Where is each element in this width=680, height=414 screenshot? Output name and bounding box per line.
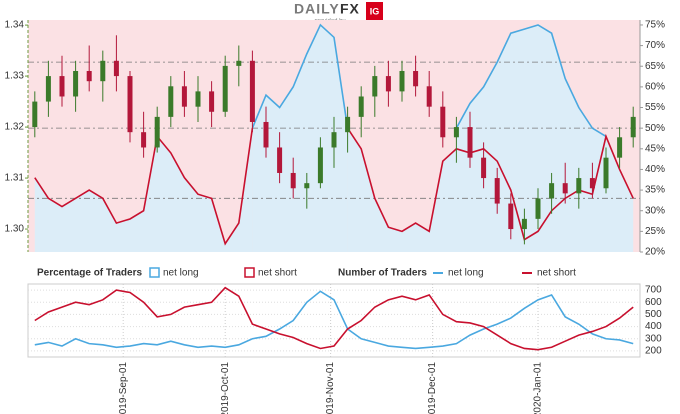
area-fill — [34, 128, 253, 252]
panel-frame — [27, 283, 641, 358]
y2-tick-label: 45% — [645, 143, 665, 154]
candle-body — [73, 70, 79, 97]
candle-body — [181, 86, 187, 107]
line — [34, 286, 634, 351]
candle-body — [317, 147, 323, 184]
legend-title: Number of Traders — [338, 268, 427, 279]
line — [455, 24, 607, 138]
x-tick-label: 2019-Oct-01 — [220, 362, 231, 414]
y-tick-label: 200 — [645, 346, 662, 357]
y2-tick-label: 70% — [645, 40, 665, 51]
y-tick-label: 1.31 — [5, 173, 25, 184]
y2-tick-label: 55% — [645, 102, 665, 113]
y-tick-label: 400 — [645, 321, 662, 332]
candle-body — [290, 172, 296, 189]
ig-logo — [366, 2, 383, 20]
y-tick-label: 700 — [645, 285, 662, 296]
candle-body — [127, 76, 133, 133]
candle-body — [154, 116, 160, 148]
legend-label: net short — [258, 268, 297, 279]
candle-body — [576, 178, 582, 194]
y-tick-label: 1.33 — [5, 71, 25, 82]
candle-body — [222, 65, 228, 112]
candle-body — [589, 178, 595, 189]
y2-tick-label: 25% — [645, 226, 665, 237]
legend-title: Percentage of Traders — [37, 268, 142, 279]
candle-body — [603, 157, 609, 189]
y2-tick-label: 30% — [645, 205, 665, 216]
y2-tick-label: 20% — [645, 247, 665, 258]
brand: FX — [340, 1, 360, 17]
y2-tick-label: 50% — [645, 123, 665, 134]
candle-body — [358, 96, 364, 117]
candle-body — [372, 76, 378, 97]
y-tick-label: 1.34 — [5, 20, 25, 31]
candle-body — [413, 70, 419, 87]
candle-body — [399, 70, 405, 92]
candle-body — [141, 132, 147, 148]
line — [346, 127, 634, 241]
candle-body — [426, 86, 432, 107]
y-tick-label: 300 — [645, 333, 662, 344]
candle-body — [236, 60, 242, 66]
y-tick-label: 600 — [645, 297, 662, 308]
y-tick-label: 500 — [645, 309, 662, 320]
candle-body — [494, 178, 500, 204]
candle-body — [195, 91, 201, 107]
candle-body — [481, 157, 487, 179]
price-panel: 1.30 1.31 1.32 1.33 1.34 20% 25% 30% 35% 40% 45% 50… — [5, 20, 666, 258]
y2-tick-label: 65% — [645, 61, 665, 72]
candle-body — [45, 76, 51, 102]
candle-body — [113, 60, 119, 77]
candle-body — [617, 137, 623, 158]
candle-body — [562, 183, 568, 194]
candle-body — [385, 76, 391, 92]
candle-body — [59, 76, 65, 97]
candle-body — [535, 198, 541, 219]
candle-body — [168, 86, 174, 117]
candle-body — [331, 132, 337, 148]
legend-label: net long — [448, 268, 484, 279]
candle-body — [345, 116, 351, 133]
y-tick-label: 1.32 — [5, 122, 25, 133]
y-tick-label: 1.30 — [5, 224, 25, 235]
line — [34, 290, 634, 350]
legend-swatch — [244, 267, 255, 278]
candle-body — [630, 116, 636, 138]
y2-tick-label: 60% — [645, 82, 665, 93]
candle-body — [86, 70, 92, 82]
x-tick-label: 2020-Jan-01 — [533, 362, 544, 414]
candle-body — [549, 183, 555, 199]
brand: DAILY — [294, 1, 340, 17]
candle-body — [440, 106, 446, 138]
candle-body — [467, 127, 473, 158]
y2-tick-label: 40% — [645, 164, 665, 175]
candle-body — [508, 203, 514, 230]
candle-body — [304, 183, 310, 189]
x-tick-label: 2019-Nov-01 — [325, 362, 336, 414]
legend-swatch — [149, 267, 160, 278]
candle-body — [209, 91, 215, 112]
y2-tick-label: 35% — [645, 185, 665, 196]
candle-body — [32, 101, 38, 128]
areas — [34, 24, 634, 253]
candle-body — [453, 127, 459, 138]
legend-label: net long — [163, 268, 199, 279]
line — [34, 128, 254, 246]
x-tick-label: 2019-Dec-01 — [427, 362, 438, 414]
line — [251, 23, 349, 129]
x-tick-label: 2019-Sep-01 — [118, 362, 129, 414]
y2-tick-label: 75% — [645, 20, 665, 31]
candle-body — [521, 218, 527, 230]
ig-text: IG — [370, 6, 380, 16]
candle-body — [249, 60, 255, 122]
area-fill — [347, 128, 634, 252]
legend-label: net short — [537, 268, 576, 279]
candle-body — [263, 121, 269, 148]
area-fill — [252, 24, 348, 253]
candle-body — [100, 60, 106, 82]
candle-body — [277, 147, 283, 173]
